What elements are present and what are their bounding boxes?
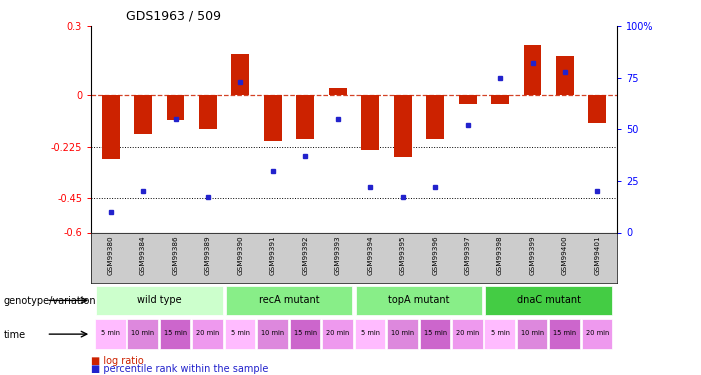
Text: GSM99394: GSM99394 — [367, 235, 373, 274]
FancyBboxPatch shape — [290, 319, 320, 349]
Text: 20 min: 20 min — [196, 330, 219, 336]
Bar — [458, 95, 477, 104]
Text: 10 min: 10 min — [521, 330, 544, 336]
Text: GSM99391: GSM99391 — [270, 235, 276, 274]
FancyBboxPatch shape — [96, 285, 223, 315]
FancyBboxPatch shape — [517, 319, 547, 349]
FancyBboxPatch shape — [225, 319, 255, 349]
Text: GSM99395: GSM99395 — [400, 235, 406, 274]
FancyBboxPatch shape — [387, 319, 418, 349]
Bar — [134, 95, 152, 134]
Text: 10 min: 10 min — [132, 330, 155, 336]
Text: time: time — [4, 330, 26, 339]
Bar — [102, 95, 120, 159]
Bar — [394, 95, 411, 157]
FancyBboxPatch shape — [582, 319, 613, 349]
Text: GSM99386: GSM99386 — [172, 235, 179, 274]
Bar — [588, 95, 606, 123]
FancyBboxPatch shape — [355, 319, 385, 349]
Bar — [524, 45, 541, 95]
FancyBboxPatch shape — [226, 285, 353, 315]
Text: topA mutant: topA mutant — [388, 295, 449, 305]
Text: GSM99390: GSM99390 — [238, 235, 243, 274]
Bar — [297, 95, 314, 138]
Text: wild type: wild type — [137, 295, 182, 305]
Bar — [556, 56, 574, 95]
FancyBboxPatch shape — [452, 319, 482, 349]
FancyBboxPatch shape — [257, 319, 288, 349]
FancyBboxPatch shape — [550, 319, 580, 349]
Text: GSM99393: GSM99393 — [335, 235, 341, 274]
Bar — [491, 95, 509, 104]
FancyBboxPatch shape — [420, 319, 450, 349]
Text: 5 min: 5 min — [231, 330, 250, 336]
FancyBboxPatch shape — [192, 319, 223, 349]
FancyBboxPatch shape — [355, 285, 482, 315]
FancyBboxPatch shape — [484, 319, 515, 349]
Bar — [264, 95, 282, 141]
Text: GSM99389: GSM99389 — [205, 235, 211, 274]
Text: GSM99384: GSM99384 — [140, 235, 146, 274]
FancyBboxPatch shape — [322, 319, 353, 349]
Bar — [231, 54, 250, 95]
Bar — [361, 95, 379, 150]
Text: 15 min: 15 min — [294, 330, 317, 336]
FancyBboxPatch shape — [95, 319, 125, 349]
Text: GSM99401: GSM99401 — [594, 235, 601, 274]
Text: GSM99397: GSM99397 — [465, 235, 470, 274]
Text: recA mutant: recA mutant — [259, 295, 320, 305]
Text: 15 min: 15 min — [423, 330, 447, 336]
Text: 20 min: 20 min — [586, 330, 609, 336]
Text: GSM99380: GSM99380 — [107, 235, 114, 274]
Text: 5 min: 5 min — [361, 330, 380, 336]
Text: GSM99400: GSM99400 — [562, 235, 568, 274]
Text: 15 min: 15 min — [553, 330, 576, 336]
Text: 20 min: 20 min — [326, 330, 349, 336]
Text: genotype/variation: genotype/variation — [4, 296, 96, 306]
FancyBboxPatch shape — [485, 285, 612, 315]
FancyBboxPatch shape — [160, 319, 191, 349]
Text: 5 min: 5 min — [491, 330, 510, 336]
Bar — [329, 88, 347, 95]
Text: ■ percentile rank within the sample: ■ percentile rank within the sample — [91, 364, 268, 374]
Text: ■ log ratio: ■ log ratio — [91, 356, 144, 366]
Text: GDS1963 / 509: GDS1963 / 509 — [126, 9, 222, 22]
Text: GSM99396: GSM99396 — [432, 235, 438, 274]
Text: 20 min: 20 min — [456, 330, 479, 336]
Text: GSM99399: GSM99399 — [529, 235, 536, 274]
Text: GSM99392: GSM99392 — [302, 235, 308, 274]
Text: 10 min: 10 min — [391, 330, 414, 336]
FancyBboxPatch shape — [128, 319, 158, 349]
Bar — [199, 95, 217, 129]
Bar — [167, 95, 184, 120]
Text: 15 min: 15 min — [164, 330, 187, 336]
Text: 10 min: 10 min — [261, 330, 285, 336]
Text: GSM99398: GSM99398 — [497, 235, 503, 274]
Bar — [426, 95, 444, 138]
Text: 5 min: 5 min — [101, 330, 120, 336]
Text: dnaC mutant: dnaC mutant — [517, 295, 580, 305]
